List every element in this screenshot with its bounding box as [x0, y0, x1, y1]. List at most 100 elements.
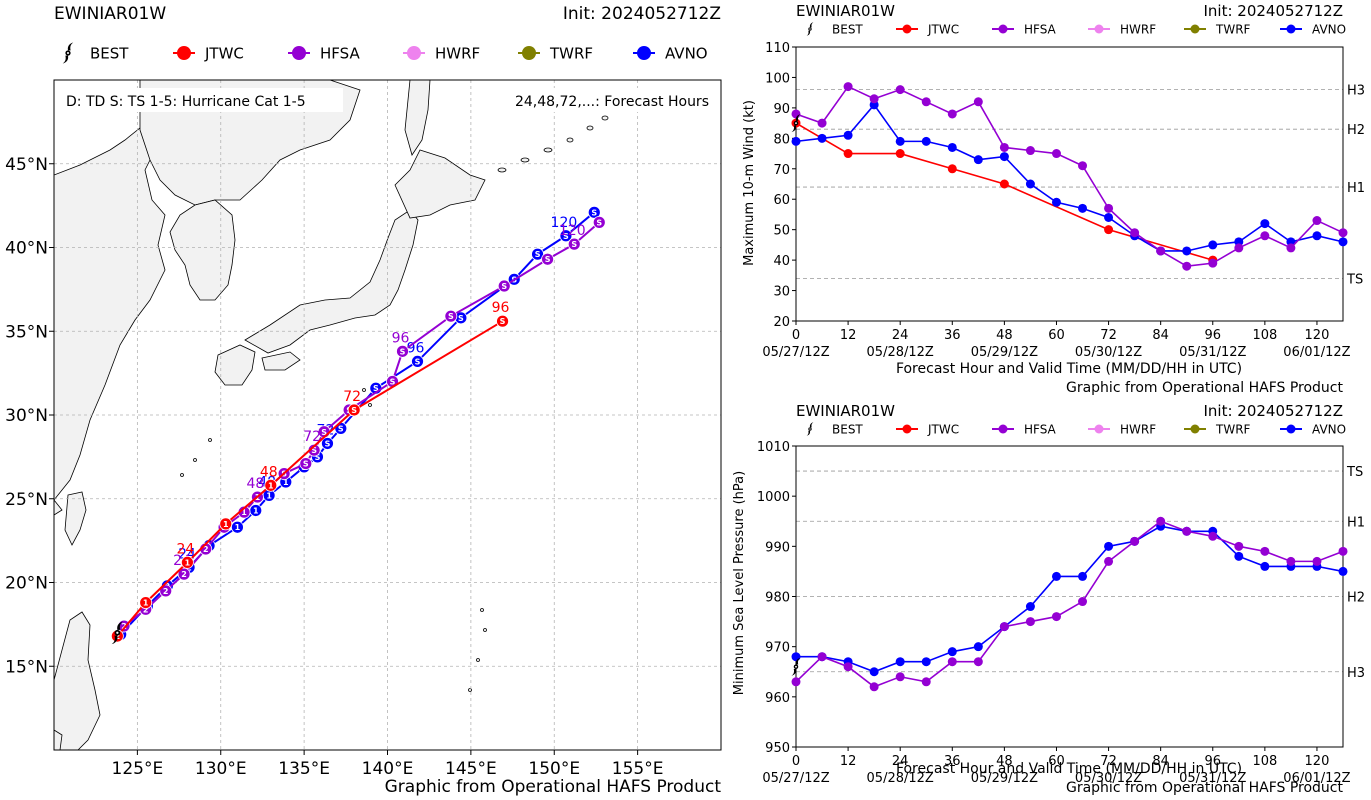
legend-item-jtwc: JTWC: [896, 22, 959, 36]
map-tick-label-lon: 140°E: [362, 759, 414, 779]
pressure-point-hfsa: [1051, 612, 1061, 622]
wind-credit: Graphic from Operational HAFS Product: [1066, 380, 1344, 396]
wind-title: EWINIAR01W: [796, 2, 895, 20]
wind-xtick-label: 0: [792, 328, 800, 343]
wind-ytick-label: 100: [765, 71, 790, 86]
legend-item-twrf: TWRF: [518, 44, 593, 62]
wind-series-jtwc: [791, 118, 1218, 265]
land-taiwan: [64, 491, 87, 546]
track-point-category: S: [321, 428, 327, 437]
pressure-ytick-label: 1000: [757, 490, 790, 505]
pressure-xlabel: Forecast Hour and Valid Time (MM/DD/HH i…: [896, 761, 1242, 777]
wind-point-hfsa: [921, 97, 931, 107]
wind-ytick-label: 30: [773, 285, 790, 300]
wind-point-hfsa: [843, 82, 853, 92]
wind-threshold-label: TS: [1346, 272, 1363, 287]
wind-point-hfsa: [1051, 149, 1061, 159]
track-point-jtwc: [219, 517, 233, 531]
pressure-point-hfsa: [1130, 536, 1140, 546]
legend-marker-jtwc: [177, 46, 191, 60]
wind-point-jtwc: [947, 164, 957, 174]
wind-date-label: 05/28/12Z: [867, 345, 934, 360]
pressure-ytick-label: 1010: [757, 440, 790, 455]
wind-point-avno: [895, 136, 905, 146]
track-point-category: S: [563, 232, 569, 241]
wind-point-hfsa: [1182, 261, 1192, 271]
track-point-category: S: [458, 314, 464, 323]
wind-ylabel: Maximum 10-m Wind (kt): [742, 100, 757, 266]
legend-marker-jtwc: [902, 24, 912, 34]
legend-item-twrf: TWRF: [1184, 22, 1251, 36]
wind-point-jtwc: [999, 179, 1009, 189]
pressure-xtick-label: 24: [892, 754, 909, 769]
pressure-point-hfsa: [1078, 597, 1088, 607]
legend-item-best: BEST: [806, 422, 863, 436]
map-tick-label-lon: 135°E: [278, 759, 330, 779]
land-hainan: [54, 499, 63, 516]
legend-marker-avno: [637, 46, 651, 60]
wind-point-avno: [1025, 179, 1035, 189]
wind-point-avno: [817, 133, 827, 143]
track-point-category: 2: [121, 622, 127, 631]
track-point-jtwc: [139, 596, 153, 609]
wind-point-avno: [843, 130, 853, 140]
pressure-init: Init: 2024052712Z: [1203, 402, 1343, 420]
wind-point-avno: [1051, 197, 1061, 207]
pressure-title: EWINIAR01W: [796, 402, 895, 420]
pressure-threshold-label: TS: [1346, 465, 1363, 480]
track-point-category: 1: [235, 523, 241, 532]
land-honshu: [244, 209, 419, 354]
track-hour-label-hfsa: 72: [303, 429, 321, 445]
map-tick-label-lat: 35°N: [5, 322, 48, 342]
track-point-category: S: [591, 208, 597, 217]
legend-item-hfsa: HFSA: [992, 422, 1057, 436]
wind-ytick-label: 110: [765, 41, 790, 56]
track-credit: Graphic from Operational HAFS Product: [385, 777, 722, 797]
wind-point-avno: [1260, 219, 1270, 229]
pressure-xtick-label: 72: [1100, 754, 1117, 769]
wind-point-hfsa: [817, 118, 827, 128]
track-jtwc: 21111SS24487296: [110, 300, 510, 643]
map-grid: [54, 80, 721, 750]
legend-item-avno: AVNO: [633, 44, 708, 62]
track-point-category: S: [501, 282, 507, 291]
wind-point-hfsa: [947, 109, 957, 119]
legend-label-jtwc: JTWC: [204, 44, 244, 62]
track-legend: BEST JTWC HFSA HWRF TWRF AVNO: [62, 42, 708, 64]
wind-point-hfsa: [1078, 161, 1088, 171]
track-point-hfsa: [159, 584, 173, 598]
pressure-date-label: 05/30/12Z: [1075, 771, 1142, 786]
legend-label-hwrf: HWRF: [1120, 22, 1156, 36]
legend-marker-hfsa: [998, 424, 1008, 434]
track-point-category: 1: [268, 481, 274, 490]
map-note-right: 24,48,72,...: Forecast Hours: [515, 94, 709, 110]
kuril-islands: [497, 115, 609, 173]
pressure-ytick-label: 980: [765, 591, 790, 606]
pressure-series-avno: [791, 521, 1348, 677]
track-point-category: 2: [163, 587, 169, 596]
wind-point-avno: [947, 142, 957, 152]
pressure-point-hfsa: [1182, 526, 1192, 536]
track-point-category: S: [351, 406, 357, 415]
track-point-category: S: [338, 424, 344, 433]
track-point-jtwc: [180, 556, 194, 569]
track-point-category: 2: [143, 605, 149, 614]
wind-point-hfsa: [1234, 243, 1244, 253]
track-point-category: S: [373, 384, 379, 393]
wind-ytick-label: 70: [773, 163, 790, 178]
track-point-category: S: [448, 312, 454, 321]
legend-item-hwrf: HWRF: [1088, 22, 1156, 36]
wind-point-hfsa: [1025, 146, 1035, 156]
track-point-category: S: [303, 460, 309, 469]
wind-date-label: 06/01/12Z: [1283, 345, 1350, 360]
track-point-avno: [321, 437, 334, 450]
track-point-category: 1: [283, 478, 289, 487]
track-point-category: S: [400, 347, 406, 356]
pressure-date-label: 05/29/12Z: [971, 771, 1038, 786]
pressure-xtick-label: 12: [840, 754, 857, 769]
track-point-avno: [231, 520, 244, 534]
legend-marker-hwrf: [1094, 24, 1104, 34]
track-point-category: 1: [253, 506, 259, 515]
wind-point-avno: [1078, 203, 1088, 213]
wind-xtick-label: 60: [1048, 328, 1065, 343]
